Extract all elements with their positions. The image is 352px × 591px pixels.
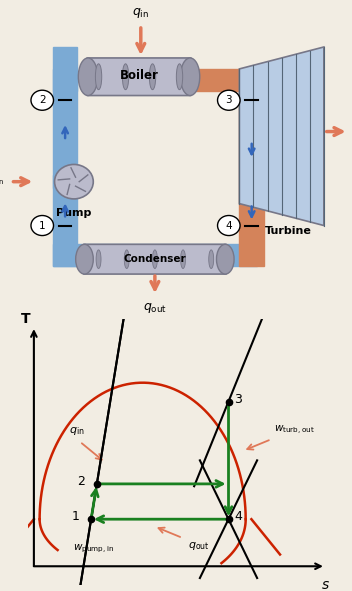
Bar	[53, 47, 77, 266]
Bar	[53, 69, 77, 91]
FancyBboxPatch shape	[83, 244, 227, 274]
Text: 1: 1	[72, 511, 80, 524]
Circle shape	[55, 164, 93, 199]
Circle shape	[31, 90, 54, 111]
Text: s: s	[322, 578, 329, 591]
Text: 3: 3	[234, 392, 242, 405]
Text: $w_\mathrm{pump,in}$: $w_\mathrm{pump,in}$	[74, 543, 114, 555]
Text: $q_\mathrm{in}$: $q_\mathrm{in}$	[132, 7, 149, 20]
Bar	[53, 244, 257, 266]
FancyBboxPatch shape	[86, 58, 192, 96]
Bar	[183, 69, 250, 91]
Text: $q_\mathrm{out}$: $q_\mathrm{out}$	[188, 540, 210, 553]
Circle shape	[218, 216, 240, 236]
Text: 3: 3	[226, 95, 232, 105]
Text: Pump: Pump	[56, 208, 92, 218]
Text: $w_\mathrm{pump,in}$: $w_\mathrm{pump,in}$	[0, 176, 4, 188]
Text: $q_\mathrm{out}$: $q_\mathrm{out}$	[143, 301, 167, 314]
Text: Condenser: Condenser	[124, 254, 186, 264]
Ellipse shape	[209, 250, 214, 268]
Ellipse shape	[76, 244, 93, 274]
Ellipse shape	[124, 250, 129, 268]
Ellipse shape	[176, 64, 183, 90]
Bar	[53, 176, 76, 188]
Ellipse shape	[181, 58, 200, 96]
Ellipse shape	[78, 58, 98, 96]
Ellipse shape	[122, 64, 129, 90]
Text: $w_\mathrm{turb,out}$: $w_\mathrm{turb,out}$	[274, 424, 315, 437]
Text: 1: 1	[39, 220, 45, 230]
Ellipse shape	[181, 250, 186, 268]
Text: 2: 2	[39, 95, 45, 105]
Polygon shape	[239, 47, 324, 226]
Text: 4: 4	[234, 511, 242, 524]
Ellipse shape	[152, 250, 157, 268]
Ellipse shape	[96, 250, 101, 268]
Text: $q_\mathrm{in}$: $q_\mathrm{in}$	[69, 425, 84, 437]
Text: Turbine: Turbine	[265, 226, 312, 236]
Text: Boiler: Boiler	[120, 69, 158, 82]
Ellipse shape	[95, 64, 102, 90]
Ellipse shape	[216, 244, 234, 274]
Text: 4: 4	[226, 220, 232, 230]
Text: T: T	[20, 312, 30, 326]
Circle shape	[31, 216, 54, 236]
Bar	[239, 69, 264, 266]
Text: 2: 2	[77, 475, 86, 488]
Ellipse shape	[149, 64, 156, 90]
Circle shape	[218, 90, 240, 111]
